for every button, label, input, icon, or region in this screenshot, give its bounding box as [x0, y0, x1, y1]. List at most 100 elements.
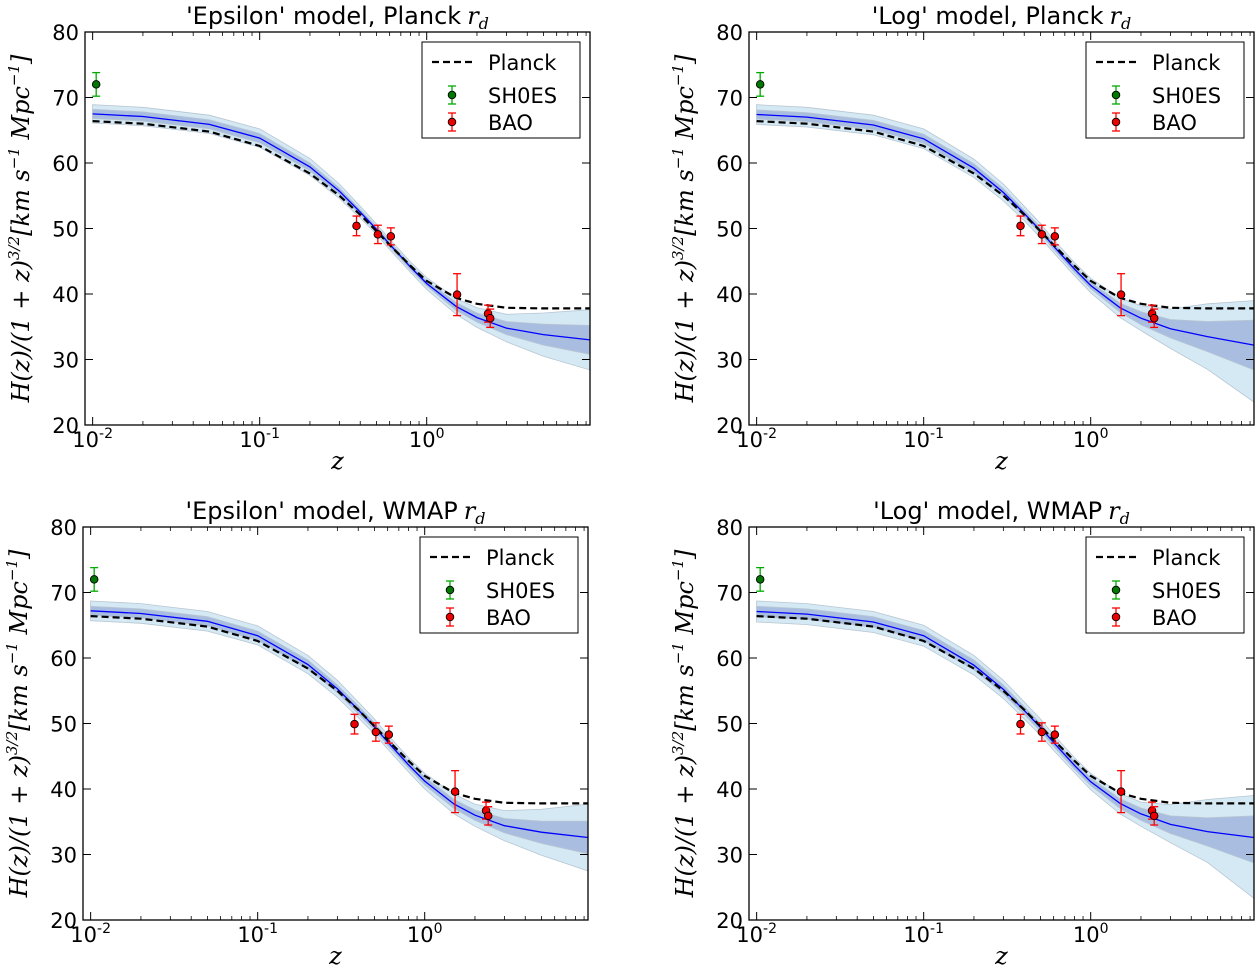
x-tick-label: 10-1 — [237, 921, 278, 947]
legend-bao-marker — [1111, 612, 1121, 622]
y-tick-label: 80 — [50, 516, 77, 540]
y-tick-label: 20 — [716, 414, 743, 438]
y-tick-label: 40 — [716, 283, 743, 307]
sh0es-point — [755, 575, 765, 584]
y-axis-label-part: −1 — [5, 64, 23, 86]
x-tick-base: 10 — [409, 428, 436, 452]
legend-sh0es-label: SH0ES — [1152, 84, 1221, 108]
y-axis-label-part: −1 — [5, 147, 23, 169]
x-tick-exponent: -2 — [763, 426, 777, 442]
band-1sigma — [92, 108, 590, 355]
legend-bao-label: BAO — [488, 111, 533, 135]
bao-point — [1016, 221, 1025, 231]
band-2sigma — [90, 600, 588, 872]
plot-content — [90, 600, 588, 872]
y-axis-label: H(z)/(1 + z)3/2[km s−1 Mpc−1] — [669, 549, 699, 898]
x-axis-label: z — [994, 447, 1008, 475]
x-tick-label: 10-2 — [72, 426, 113, 452]
bao-point — [1037, 230, 1047, 239]
band-1sigma — [756, 605, 1254, 864]
band-2sigma — [92, 104, 590, 371]
legend: Planck SH0ES BAO — [1085, 536, 1245, 634]
band-2sigma — [756, 600, 1254, 899]
y-tick-label: 80 — [716, 21, 743, 45]
legend-sh0es-label: SH0ES — [1152, 579, 1221, 603]
y-tick-label: 50 — [716, 218, 743, 242]
y-tick-label: 70 — [716, 582, 743, 606]
y-axis-label: H(z)/(1 + z)3/2[km s−1 Mpc−1] — [669, 54, 699, 403]
legend-planck-label: Planck — [486, 546, 555, 570]
y-tick-label: 20 — [50, 909, 77, 933]
y-axis-label-part: ] — [671, 54, 699, 65]
x-tick-base: 10 — [1073, 923, 1100, 947]
x-tick-exponent: -1 — [266, 426, 280, 442]
chart-title-math: r — [1110, 2, 1123, 30]
y-axis-label-part: H(z)/(1 + z) — [671, 260, 699, 403]
x-tick-exponent: 0 — [436, 426, 445, 442]
x-tick-base: 10 — [72, 428, 99, 452]
x-tick-label: 100 — [1073, 426, 1109, 452]
y-axis-label-part: ] — [671, 549, 699, 560]
x-tick-base: 10 — [903, 428, 930, 452]
bao-point — [1037, 727, 1047, 737]
y-axis-label-part: [km s — [5, 664, 33, 731]
y-tick-label: 70 — [50, 582, 77, 606]
x-tick-label: 100 — [407, 921, 443, 947]
planck-line — [756, 615, 1254, 805]
chart-title-subscript: d — [1120, 509, 1130, 528]
chart-title-text: 'Log' model, Planck — [872, 2, 1104, 30]
bao-point — [1149, 811, 1159, 821]
sh0es-point — [89, 575, 99, 584]
y-axis-label-part: [km s — [7, 169, 35, 236]
chart-title-subscript: d — [475, 509, 485, 528]
chart-title-text: 'Log' model, WMAP — [873, 497, 1102, 525]
y-tick-label: 40 — [50, 778, 77, 802]
y-tick-label: 70 — [52, 87, 79, 111]
y-axis-label-part: Mpc — [671, 581, 699, 642]
y-axis-label: H(z)/(1 + z)3/2[km s−1 Mpc−1] — [3, 549, 33, 898]
legend: Planck SH0ES BAO — [421, 41, 581, 139]
legend-sh0es-marker — [1111, 90, 1121, 100]
x-tick-base: 10 — [70, 923, 97, 947]
y-tick-label: 50 — [52, 218, 79, 242]
y-axis-label-part: [km s — [671, 664, 699, 731]
x-tick-base: 10 — [736, 428, 763, 452]
x-tick-exponent: -2 — [99, 426, 113, 442]
band-1sigma — [90, 605, 588, 855]
x-tick-label: 10-1 — [903, 426, 944, 452]
x-tick-base: 10 — [736, 923, 763, 947]
chart-title-math: r — [1108, 497, 1121, 525]
y-tick-label: 50 — [50, 713, 77, 737]
y-tick-label: 70 — [716, 87, 743, 111]
x-tick-label: 10-2 — [70, 921, 111, 947]
sh0es-point — [755, 80, 765, 89]
bao-point — [371, 727, 381, 737]
y-tick-label: 20 — [716, 909, 743, 933]
y-tick-label: 60 — [716, 647, 743, 671]
sh0es-point — [91, 80, 101, 89]
y-axis-label-part: −1 — [3, 642, 21, 664]
bao-point — [373, 230, 383, 239]
y-tick-label: 50 — [716, 713, 743, 737]
legend-planck-label: Planck — [1152, 51, 1221, 75]
y-axis-label-part: Mpc — [7, 86, 35, 147]
x-tick-exponent: -1 — [264, 921, 278, 937]
x-axis-label: z — [994, 942, 1008, 968]
y-tick-label: 60 — [52, 152, 79, 176]
plot-content — [756, 104, 1254, 403]
y-axis-label-part: 3/2 — [3, 731, 21, 755]
model-best-fit-line — [90, 610, 588, 839]
x-tick-exponent: 0 — [434, 921, 443, 937]
y-axis-label-part: −1 — [669, 64, 687, 86]
chart-title-math: r — [464, 497, 477, 525]
legend-planck-label: Planck — [488, 51, 557, 75]
x-tick-exponent: -1 — [930, 921, 944, 937]
legend-bao-label: BAO — [486, 606, 531, 630]
bao-point — [350, 719, 359, 729]
chart-title: 'Log' model, Planck rd — [872, 2, 1132, 33]
x-tick-label: 10-2 — [736, 426, 777, 452]
y-axis-label-part: Mpc — [5, 581, 33, 642]
